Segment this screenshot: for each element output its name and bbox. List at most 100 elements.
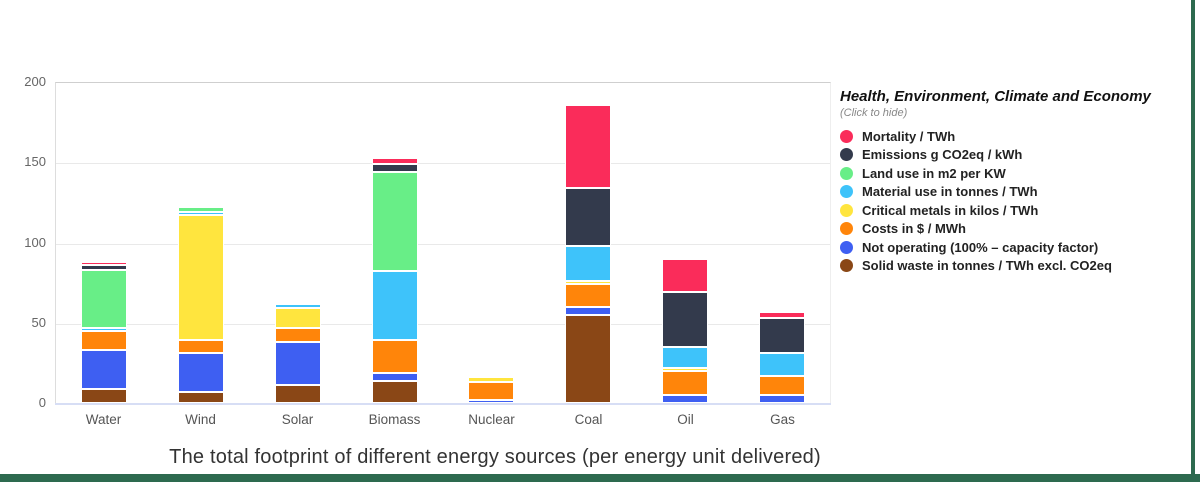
- legend-color-dot: [840, 203, 853, 217]
- bar-segment[interactable]: [468, 399, 515, 403]
- bar-slot-biomass: [346, 83, 443, 403]
- y-tick-label-0: 0: [38, 395, 46, 410]
- bar-segment[interactable]: [371, 171, 418, 272]
- stacked-bar-wind: [178, 207, 225, 403]
- x-tick-label-solar: Solar: [281, 412, 314, 427]
- legend-color-dot: [840, 222, 853, 236]
- bar-series-container: [56, 83, 830, 403]
- bar-segment[interactable]: [274, 327, 321, 343]
- bar-segment[interactable]: [661, 367, 708, 371]
- bar-segment[interactable]: [81, 261, 128, 266]
- bar-segment[interactable]: [565, 284, 612, 307]
- bar-segment[interactable]: [81, 330, 128, 351]
- bar-segment[interactable]: [81, 269, 128, 328]
- bar-segment[interactable]: [661, 292, 708, 347]
- legend-item[interactable]: Solid waste in tonnes / TWh excl. CO2eq: [840, 257, 1190, 276]
- bar-segment[interactable]: [178, 215, 225, 341]
- legend-color-dot: [840, 185, 853, 199]
- x-tick-label-oil: Oil: [677, 412, 694, 427]
- y-tick-label-50: 50: [31, 314, 46, 330]
- y-tick-label-200: 200: [24, 74, 46, 89]
- legend-subtitle: (Click to hide): [840, 107, 908, 119]
- bar-segment[interactable]: [468, 382, 515, 400]
- legend-color-dot: [840, 240, 853, 254]
- bar-slot-water: [56, 83, 153, 403]
- legend-item[interactable]: Mortality / TWh: [840, 127, 1190, 146]
- legend-item-label: Solid waste in tonnes / TWh excl. CO2eq: [862, 258, 1112, 274]
- bar-segment[interactable]: [565, 187, 612, 246]
- gridline-50: [56, 323, 830, 325]
- stacked-bar-gas: [758, 311, 805, 403]
- bar-segment[interactable]: [81, 350, 128, 389]
- legend-item[interactable]: Land use in m2 per KW: [840, 164, 1190, 183]
- bar-segment[interactable]: [81, 388, 128, 403]
- bar-segment[interactable]: [661, 346, 708, 368]
- legend-item[interactable]: Material use in tonnes / TWh: [840, 183, 1190, 202]
- bar-segment[interactable]: [565, 104, 612, 188]
- y-tick-label-150: 150: [24, 154, 46, 170]
- legend-color-dot: [840, 129, 853, 143]
- legend-color-dot: [840, 259, 853, 273]
- x-tick-label-wind: Wind: [185, 412, 216, 427]
- y-tick-label-100: 100: [24, 234, 46, 250]
- bar-segment[interactable]: [178, 207, 225, 213]
- bar-segment[interactable]: [371, 271, 418, 341]
- x-tick-label-nuclear: Nuclear: [468, 412, 515, 427]
- bar-segment[interactable]: [661, 370, 708, 395]
- legend-item[interactable]: Emissions g CO2eq / kWh: [840, 146, 1190, 165]
- bar-segment[interactable]: [274, 342, 321, 386]
- bar-segment[interactable]: [758, 317, 805, 354]
- bar-segment[interactable]: [565, 245, 612, 282]
- bar-segment[interactable]: [758, 353, 805, 376]
- plot-area: [55, 82, 831, 405]
- legend-items: Mortality / TWh Emissions g CO2eq / kWh La…: [840, 127, 1190, 275]
- bar-slot-oil: [637, 83, 734, 403]
- stacked-bar-biomass: [371, 157, 418, 403]
- bar-segment[interactable]: [758, 394, 805, 403]
- stacked-bar-solar: [274, 303, 321, 403]
- stacked-bar-nuclear: [468, 377, 515, 403]
- bar-segment[interactable]: [565, 314, 612, 403]
- bar-slot-wind: [153, 83, 250, 403]
- bar-segment[interactable]: [371, 372, 418, 381]
- legend-item-label: Critical metals in kilos / TWh: [862, 202, 1039, 218]
- bar-segment[interactable]: [178, 212, 225, 216]
- bar-segment[interactable]: [468, 377, 515, 383]
- legend-item-label: Material use in tonnes / TWh: [862, 184, 1038, 200]
- x-tick-label-gas: Gas: [770, 412, 795, 427]
- stacked-bar-water: [81, 261, 128, 403]
- bar-segment[interactable]: [178, 340, 225, 354]
- x-tick-label-coal: Coal: [574, 412, 603, 427]
- bar-segment[interactable]: [81, 265, 128, 270]
- bar-segment[interactable]: [371, 380, 418, 403]
- bar-segment[interactable]: [274, 303, 321, 309]
- legend-item[interactable]: Critical metals in kilos / TWh: [840, 201, 1190, 220]
- stacked-bar-coal: [565, 104, 612, 403]
- bar-segment[interactable]: [758, 311, 805, 318]
- bar-segment[interactable]: [565, 306, 612, 315]
- bar-segment[interactable]: [81, 327, 128, 331]
- bar-segment[interactable]: [178, 353, 225, 392]
- bar-slot-coal: [540, 83, 637, 403]
- bar-segment[interactable]: [371, 157, 418, 164]
- bar-segment[interactable]: [758, 375, 805, 395]
- x-tick-label-water: Water: [85, 412, 122, 427]
- bar-segment[interactable]: [661, 258, 708, 293]
- legend-item[interactable]: Not operating (100% – capacity factor): [840, 238, 1190, 257]
- legend-title: Health, Environment, Climate and Economy: [840, 88, 1151, 105]
- gridline-100: [56, 243, 830, 245]
- bar-segment[interactable]: [178, 391, 225, 403]
- legend: Health, Environment, Climate and Economy…: [840, 88, 1190, 275]
- chart-title: The total footprint of different energy …: [169, 446, 821, 468]
- bar-slot-solar: [250, 83, 347, 403]
- legend-item[interactable]: Costs in $ / MWh: [840, 220, 1190, 239]
- page-frame-right: [1191, 0, 1195, 482]
- bar-segment[interactable]: [565, 281, 612, 285]
- bar-segment[interactable]: [274, 308, 321, 328]
- bar-slot-nuclear: [443, 83, 540, 403]
- bar-segment[interactable]: [371, 340, 418, 373]
- bar-segment[interactable]: [371, 163, 418, 172]
- bar-segment[interactable]: [274, 385, 321, 403]
- bar-segment[interactable]: [661, 394, 708, 403]
